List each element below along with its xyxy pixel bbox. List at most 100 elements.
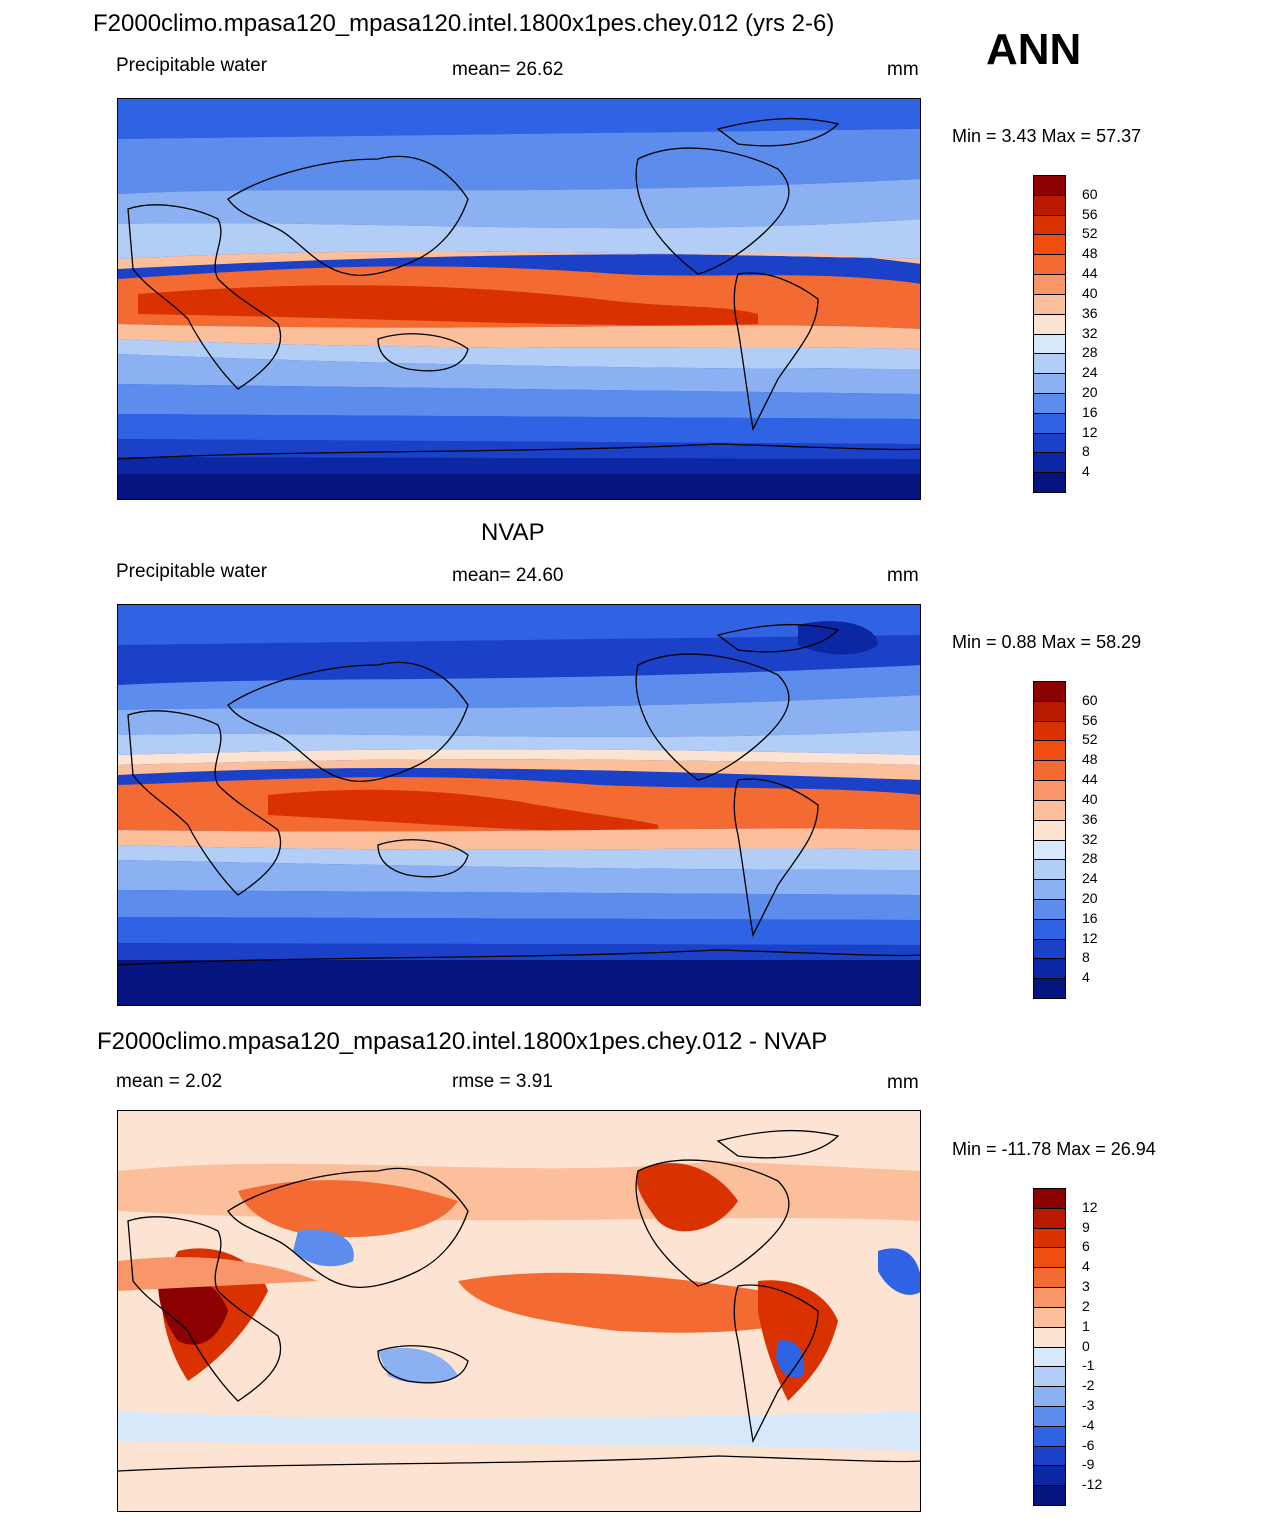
colorbar-swatch [1033, 175, 1066, 196]
colorbar-swatch [1033, 760, 1066, 782]
panel-1-title: F2000climo.mpasa120_mpasa120.intel.1800x… [93, 10, 835, 37]
panel-3-colorbar [1033, 1188, 1066, 1506]
colorbar-tick-label: 32 [1082, 830, 1098, 847]
colorbar-tick-label: 12 [1082, 423, 1098, 440]
colorbar-tick-label: 8 [1082, 443, 1090, 460]
colorbar-swatch [1033, 938, 1066, 960]
colorbar-tick-label: -1 [1082, 1357, 1095, 1374]
colorbar-tick-label: 44 [1082, 771, 1098, 788]
colorbar-swatch [1033, 839, 1066, 861]
colorbar-swatch [1033, 1445, 1066, 1467]
colorbar-tick-label: 4 [1082, 1258, 1090, 1275]
colorbar-tick-label: 48 [1082, 751, 1098, 768]
colorbar-swatch [1033, 700, 1066, 722]
panel-3-mean-label: mean = 2.02 [116, 1071, 223, 1092]
colorbar-swatch [1033, 1425, 1066, 1447]
panel-3-units: mm [887, 1072, 919, 1093]
panel-1-minmax: Min = 3.43 Max = 57.37 [952, 126, 1142, 146]
colorbar-swatch [1033, 412, 1066, 434]
colorbar-tick-label: -4 [1082, 1416, 1095, 1433]
colorbar-tick-label: 16 [1082, 909, 1098, 926]
panel-2-title: NVAP [481, 519, 545, 546]
colorbar-swatch [1033, 1287, 1066, 1308]
colorbar-tick-label: 2 [1082, 1297, 1090, 1314]
colorbar-swatch [1033, 740, 1066, 762]
colorbar-tick-label: -9 [1082, 1456, 1095, 1473]
colorbar-swatch [1033, 958, 1066, 980]
panel-1-map-field [118, 99, 920, 499]
colorbar-tick-label: 20 [1082, 889, 1098, 906]
panel-3-map-field [118, 1111, 920, 1511]
panel-3-map [117, 1110, 921, 1512]
panel-2-map-field [118, 605, 920, 1005]
colorbar-swatch [1033, 274, 1066, 295]
colorbar-swatch [1033, 254, 1066, 276]
colorbar-tick-label: 48 [1082, 245, 1098, 262]
season-label: ANN [986, 25, 1082, 74]
colorbar-swatch [1033, 859, 1066, 881]
colorbar-swatch [1033, 1346, 1066, 1368]
colorbar-tick-label: 52 [1082, 731, 1098, 748]
colorbar-swatch [1033, 392, 1066, 414]
panel-3-minmax: Min = -11.78 Max = 26.94 [952, 1139, 1156, 1159]
colorbar-swatch [1033, 1207, 1066, 1229]
colorbar-swatch [1033, 234, 1066, 256]
panel-3-title: F2000climo.mpasa120_mpasa120.intel.1800x… [97, 1028, 828, 1055]
colorbar-swatch [1033, 1366, 1066, 1388]
colorbar-tick-label: 4 [1082, 463, 1090, 480]
colorbar-tick-label: 56 [1082, 711, 1098, 728]
colorbar-tick-label: 3 [1082, 1278, 1090, 1295]
colorbar-tick-label: 12 [1082, 1198, 1098, 1215]
colorbar-swatch [1033, 1188, 1066, 1209]
panel-2-minmax: Min = 0.88 Max = 58.29 [952, 632, 1142, 652]
colorbar-tick-label: 1 [1082, 1317, 1090, 1334]
panel-1-units: mm [887, 59, 919, 80]
colorbar-tick-label: 52 [1082, 225, 1098, 242]
panel-1-colorbar [1033, 175, 1066, 493]
colorbar-tick-label: 60 [1082, 691, 1098, 708]
colorbar-swatch [1033, 681, 1066, 702]
colorbar-tick-label: 56 [1082, 205, 1098, 222]
colorbar-swatch [1033, 452, 1066, 474]
colorbar-tick-label: -12 [1082, 1476, 1103, 1493]
colorbar-swatch [1033, 432, 1066, 454]
panel-1-mean-label: mean= 26.62 [452, 59, 564, 80]
colorbar-tick-label: -6 [1082, 1436, 1095, 1453]
colorbar-swatch [1033, 1405, 1066, 1427]
colorbar-swatch [1033, 313, 1066, 335]
colorbar-swatch [1033, 333, 1066, 355]
colorbar-swatch [1033, 1247, 1066, 1269]
colorbar-swatch [1033, 1386, 1066, 1407]
colorbar-tick-label: 4 [1082, 969, 1090, 986]
panel-2-colorbar [1033, 681, 1066, 999]
colorbar-swatch [1033, 214, 1066, 236]
panel-1-map [117, 98, 921, 500]
panel-2-units: mm [887, 565, 919, 586]
colorbar-tick-label: 36 [1082, 810, 1098, 827]
colorbar-tick-label: 24 [1082, 364, 1098, 381]
colorbar-tick-label: -2 [1082, 1377, 1095, 1394]
colorbar-tick-label: 20 [1082, 383, 1098, 400]
panel-3-rmse-label: rmse = 3.91 [452, 1071, 553, 1092]
colorbar-tick-label: 0 [1082, 1337, 1090, 1354]
colorbar-swatch [1033, 898, 1066, 920]
colorbar-tick-label: 60 [1082, 185, 1098, 202]
colorbar-tick-label: 44 [1082, 265, 1098, 282]
colorbar-tick-label: 36 [1082, 304, 1098, 321]
colorbar-swatch [1033, 293, 1066, 315]
colorbar-swatch [1033, 879, 1066, 900]
colorbar-tick-label: 32 [1082, 324, 1098, 341]
colorbar-tick-label: 8 [1082, 949, 1090, 966]
colorbar-swatch [1033, 194, 1066, 216]
panel-1-variable-label: Precipitable water [116, 55, 268, 76]
colorbar-swatch [1033, 1465, 1066, 1487]
panel-2-map [117, 604, 921, 1006]
colorbar-swatch [1033, 373, 1066, 394]
colorbar-swatch [1033, 1326, 1066, 1348]
colorbar-tick-label: 40 [1082, 790, 1098, 807]
colorbar-swatch [1033, 978, 1066, 999]
colorbar-swatch [1033, 799, 1066, 821]
colorbar-tick-label: 9 [1082, 1218, 1090, 1235]
colorbar-swatch [1033, 472, 1066, 493]
colorbar-tick-label: 28 [1082, 344, 1098, 361]
